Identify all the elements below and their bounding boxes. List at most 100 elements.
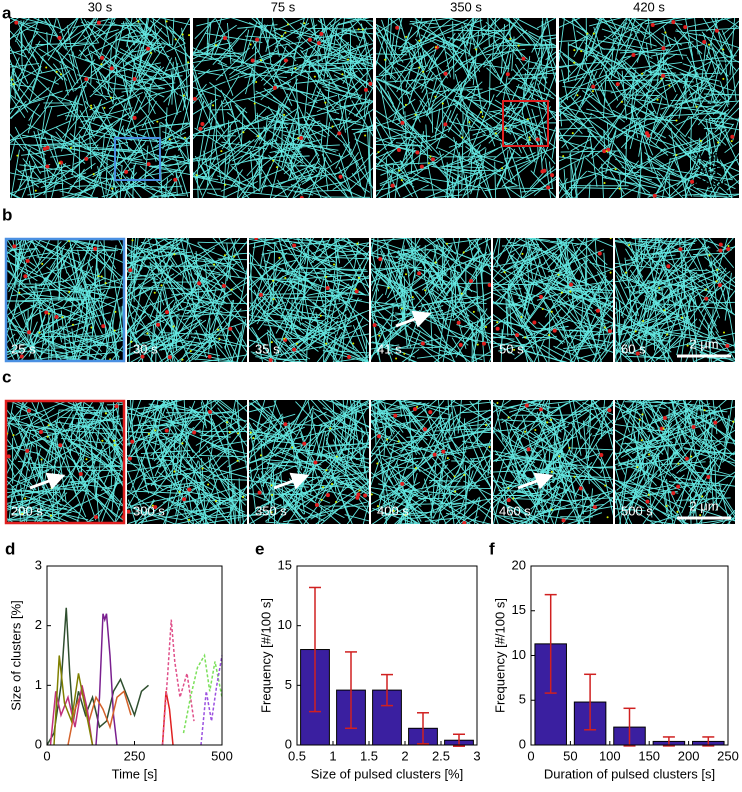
filament bbox=[709, 517, 735, 524]
acp bbox=[34, 189, 37, 192]
filament bbox=[317, 400, 358, 438]
filament bbox=[253, 40, 257, 85]
filament bbox=[336, 403, 365, 415]
filament bbox=[341, 187, 366, 198]
filament bbox=[10, 172, 42, 181]
filament bbox=[581, 505, 613, 513]
acp bbox=[550, 470, 553, 473]
filament bbox=[660, 96, 702, 110]
zoom-box bbox=[114, 137, 161, 181]
filament bbox=[371, 314, 394, 322]
filament bbox=[61, 95, 78, 152]
acp bbox=[647, 493, 650, 496]
filament bbox=[438, 238, 460, 267]
acp bbox=[517, 44, 520, 47]
motor bbox=[307, 37, 312, 42]
acp bbox=[550, 310, 553, 313]
filament bbox=[471, 317, 484, 361]
filament bbox=[657, 457, 693, 500]
filament bbox=[17, 21, 43, 74]
filament bbox=[451, 498, 491, 506]
acp bbox=[187, 61, 190, 64]
acp bbox=[462, 251, 465, 254]
filament bbox=[599, 18, 640, 34]
motor bbox=[12, 244, 17, 249]
filament bbox=[633, 64, 663, 87]
filament bbox=[317, 505, 323, 524]
filament bbox=[523, 474, 543, 503]
filament bbox=[646, 153, 663, 186]
filament bbox=[249, 423, 278, 454]
filament bbox=[234, 104, 251, 125]
filament bbox=[249, 504, 282, 524]
filament bbox=[147, 85, 190, 97]
filament bbox=[97, 166, 105, 198]
filament bbox=[619, 184, 640, 198]
acp bbox=[183, 136, 186, 139]
filament bbox=[212, 446, 247, 463]
filament bbox=[718, 487, 735, 515]
filament bbox=[41, 106, 53, 139]
filament bbox=[158, 340, 192, 362]
filament bbox=[162, 238, 220, 282]
filament bbox=[650, 329, 665, 362]
acp bbox=[371, 493, 373, 496]
filament bbox=[400, 32, 410, 55]
filament bbox=[624, 18, 636, 54]
filament bbox=[229, 59, 266, 79]
filament bbox=[324, 453, 369, 483]
filament bbox=[657, 238, 674, 299]
filament bbox=[345, 478, 369, 515]
acp bbox=[414, 113, 417, 116]
filament bbox=[437, 249, 480, 308]
filament bbox=[615, 464, 621, 484]
filament bbox=[273, 400, 310, 453]
x-tick-label: 50 bbox=[563, 748, 577, 763]
filament bbox=[144, 121, 157, 162]
filament bbox=[432, 194, 463, 198]
filament bbox=[684, 400, 687, 437]
filament bbox=[372, 508, 418, 524]
filament bbox=[10, 76, 32, 103]
filament bbox=[671, 400, 676, 413]
motor bbox=[84, 77, 89, 82]
filament bbox=[236, 322, 244, 362]
filament bbox=[678, 78, 689, 119]
filament bbox=[559, 238, 562, 269]
filament bbox=[501, 418, 538, 443]
filament bbox=[493, 513, 511, 524]
filament bbox=[31, 238, 41, 261]
acp bbox=[297, 137, 300, 140]
filament bbox=[371, 238, 430, 259]
filament bbox=[193, 171, 203, 196]
filament bbox=[103, 437, 125, 460]
filament bbox=[712, 167, 730, 198]
filament bbox=[493, 498, 528, 516]
filament bbox=[304, 320, 358, 352]
acp bbox=[573, 475, 576, 478]
filament bbox=[143, 421, 186, 468]
filament bbox=[587, 113, 622, 158]
filament bbox=[137, 315, 174, 362]
filament bbox=[537, 83, 547, 113]
acp bbox=[153, 291, 156, 294]
acp bbox=[226, 421, 229, 424]
filament bbox=[385, 440, 452, 461]
filament bbox=[178, 400, 196, 443]
acp bbox=[260, 59, 263, 62]
filament bbox=[685, 410, 734, 456]
acp bbox=[550, 508, 553, 511]
zoom-border bbox=[4, 399, 126, 525]
filament bbox=[305, 158, 320, 182]
filament bbox=[70, 173, 114, 193]
filament bbox=[218, 400, 237, 414]
filament bbox=[112, 400, 115, 431]
filament bbox=[214, 107, 246, 145]
filament bbox=[410, 54, 434, 95]
filament bbox=[185, 457, 225, 515]
filament bbox=[583, 320, 595, 343]
filament bbox=[376, 84, 394, 112]
filament bbox=[630, 400, 638, 441]
acp bbox=[618, 187, 621, 190]
filament bbox=[271, 18, 280, 57]
